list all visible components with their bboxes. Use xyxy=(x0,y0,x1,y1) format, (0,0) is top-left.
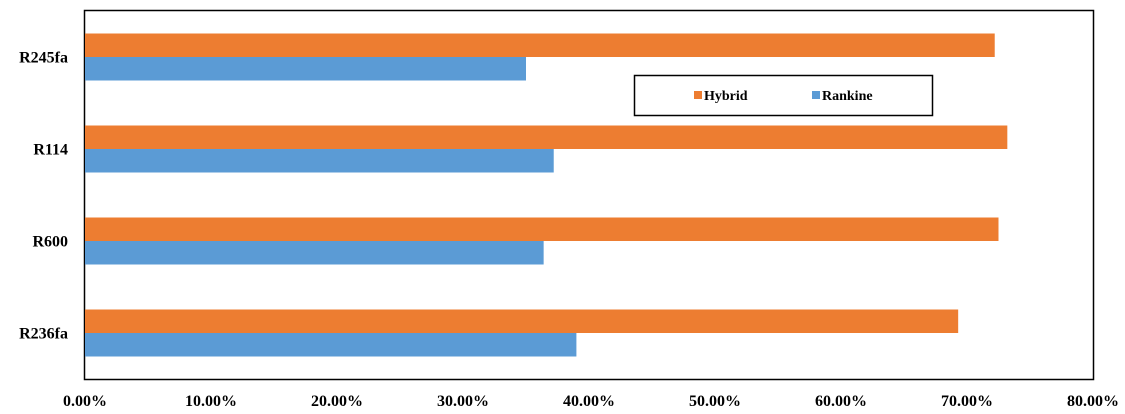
bar-hybrid-r114 xyxy=(85,125,1008,149)
legend-label-hybrid: Hybrid xyxy=(704,89,748,104)
bars-group xyxy=(85,33,1008,357)
x-tick-label: 70.00% xyxy=(941,393,993,410)
y-tick-label-r114: R114 xyxy=(33,142,68,159)
bar-hybrid-r245fa xyxy=(85,33,995,57)
x-tick-label: 10.00% xyxy=(185,393,237,410)
y-axis-labels: R236fa R600 R114 R245fa xyxy=(19,50,68,343)
bar-hybrid-r236fa xyxy=(85,309,959,333)
x-tick-label: 40.00% xyxy=(563,393,615,410)
bar-hybrid-r600 xyxy=(85,217,999,241)
x-tick-label: 80.00% xyxy=(1067,393,1119,410)
bar-rankine-r236fa xyxy=(85,333,577,357)
y-tick-label-r600: R600 xyxy=(32,234,68,251)
legend-box xyxy=(633,74,934,117)
plot-area-border xyxy=(83,9,1095,381)
legend-label-rankine: Rankine xyxy=(822,89,873,104)
legend-swatch-hybrid xyxy=(694,91,702,99)
bar-rankine-r600 xyxy=(85,241,544,265)
bar-rankine-r114 xyxy=(85,149,554,173)
x-tick-label: 50.00% xyxy=(689,393,741,410)
bar-rankine-r245fa xyxy=(85,57,526,81)
legend-swatch-rankine xyxy=(812,91,820,99)
y-tick-label-r236fa: R236fa xyxy=(19,326,68,343)
x-tick-label: 20.00% xyxy=(311,393,363,410)
x-tick-label: 60.00% xyxy=(815,393,867,410)
x-tick-label: 30.00% xyxy=(437,393,489,410)
legend: Hybrid Rankine xyxy=(633,74,934,117)
y-tick-label-r245fa: R245fa xyxy=(19,50,68,67)
x-axis-labels: 0.00% 10.00% 20.00% 30.00% 40.00% 50.00% 60.00… xyxy=(63,393,1119,410)
x-tick-label: 0.00% xyxy=(63,393,107,410)
